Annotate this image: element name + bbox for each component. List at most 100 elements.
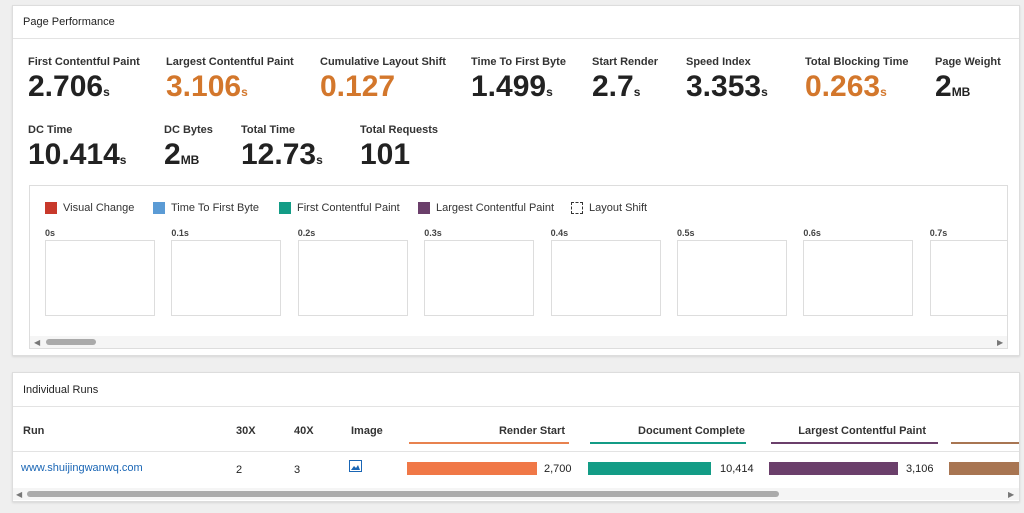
metric-number: 10.414	[28, 138, 120, 171]
frame-label: 0.6s	[803, 228, 821, 238]
metric-value: 2MB	[935, 70, 970, 104]
column-header: Image	[351, 425, 383, 437]
cell: 10,414	[720, 463, 754, 475]
metric-number: 3.106	[166, 70, 242, 103]
scrollbar[interactable]: ◀ ▶	[30, 336, 1007, 348]
metric-number: 2	[164, 138, 181, 171]
column-header: 40X	[294, 425, 314, 437]
metric-number: 1.499	[471, 70, 547, 103]
column-underline	[951, 442, 1019, 444]
panel-title: Individual Runs	[23, 384, 99, 396]
metric-unit: MB	[180, 153, 200, 167]
scroll-right[interactable]: ▶	[1008, 490, 1015, 499]
scroll-right[interactable]: ▶	[997, 338, 1004, 347]
metric-unit: MB	[951, 85, 971, 99]
metric-number: 2	[935, 70, 952, 103]
frame-label: 0.7s	[929, 228, 948, 238]
metric-value: 2.7s	[592, 70, 640, 104]
legend-swatch	[153, 202, 165, 214]
frame-label: 0.2s	[297, 228, 316, 238]
frame-label: 0.4s	[550, 228, 569, 238]
column-underline	[590, 442, 746, 444]
metric-value: 12.73s	[241, 138, 323, 172]
metric-number: 0.263	[805, 70, 881, 103]
cell: 2,700	[544, 463, 572, 475]
metric-value: 3.106s	[166, 70, 248, 104]
frame	[171, 240, 282, 316]
bar	[588, 462, 711, 475]
metric-unit: s	[316, 153, 323, 167]
metric-label: Start Render	[592, 56, 659, 68]
metric-label: DC Bytes	[164, 124, 213, 136]
legend-label: Layout Shift	[589, 202, 648, 214]
metric-label: Cumulative Layout Shift	[320, 56, 446, 68]
metric-unit: s	[633, 85, 641, 99]
divider	[13, 38, 1019, 39]
run-link[interactable]: www.shuijingwanwq.com	[21, 462, 143, 474]
metric-number: 3.353	[686, 70, 762, 103]
metric-unit: s	[103, 85, 110, 99]
metric-value: 2MB	[164, 138, 199, 172]
metric-value: 101	[360, 138, 410, 172]
metric-number: 12.73	[241, 138, 317, 171]
cell: 3,106	[906, 463, 934, 475]
panel-title: Page Performance	[23, 16, 115, 28]
column-header: Render Start	[498, 425, 565, 437]
metric-value: 10.414s	[28, 138, 126, 172]
metric-label: Total Blocking Time	[805, 56, 909, 68]
performance-panel: Page Performance First Contentful Paint 2…	[12, 5, 1020, 356]
metric-unit: s	[880, 85, 887, 99]
scrollbar[interactable]: ◀ ▶	[13, 488, 1019, 500]
runs-panel: Individual Runs Run 30X 40X Image Render…	[12, 372, 1020, 502]
frame-label: 0s	[45, 228, 56, 238]
metric-label: Speed Index	[686, 56, 751, 68]
image-icon[interactable]	[349, 460, 362, 472]
column-header: Largest Contentful Paint	[798, 425, 926, 437]
frame-label: 0.1s	[171, 228, 189, 238]
legend-swatch	[571, 202, 583, 214]
bar	[949, 462, 1019, 475]
frame	[297, 240, 408, 316]
metric-value: 3.353s	[686, 70, 768, 104]
metric-number: 2.706	[28, 70, 104, 103]
metric-unit: s	[761, 85, 768, 99]
metric-unit: s	[241, 85, 248, 99]
divider	[13, 406, 1019, 407]
metric-number: 2.7	[592, 70, 634, 103]
scroll-left[interactable]: ◀	[16, 490, 23, 499]
frame	[677, 240, 787, 316]
cell: 2	[236, 464, 243, 476]
legend-swatch	[418, 202, 430, 214]
frame	[929, 240, 1007, 316]
filmstrip: Visual Change Time To First Byte First Con…	[29, 185, 1008, 349]
column-underline	[409, 442, 569, 444]
legend-swatch	[45, 202, 57, 214]
frame	[45, 240, 155, 316]
metric-label: Total Requests	[360, 124, 439, 136]
metric-value: 0.127	[320, 70, 395, 104]
metric-number: 101	[360, 138, 411, 171]
cell: 3	[294, 464, 301, 476]
metric-label: Time To First Byte	[471, 56, 566, 68]
metric-unit: s	[546, 85, 553, 99]
scroll-left[interactable]: ◀	[34, 338, 41, 347]
metric-unit: s	[119, 153, 127, 167]
metric-value: 2.706s	[28, 70, 110, 104]
legend-swatch	[279, 202, 291, 214]
column-header: Document Complete	[638, 425, 745, 437]
frame-label: 0.5s	[677, 228, 695, 238]
metric-label: Page Weight	[935, 56, 1001, 68]
scroll-thumb[interactable]	[27, 491, 779, 497]
scroll-thumb[interactable]	[46, 339, 96, 345]
bar	[769, 462, 898, 475]
frame	[424, 240, 535, 316]
column-header: Run	[23, 425, 45, 437]
metric-label: First Contentful Paint	[28, 56, 140, 68]
metric-value: 0.263s	[805, 70, 887, 104]
frame	[803, 240, 914, 316]
metric-value: 1.499s	[471, 70, 553, 104]
metric-label: Total Time	[241, 124, 295, 136]
legend-label: Visual Change	[63, 202, 135, 214]
